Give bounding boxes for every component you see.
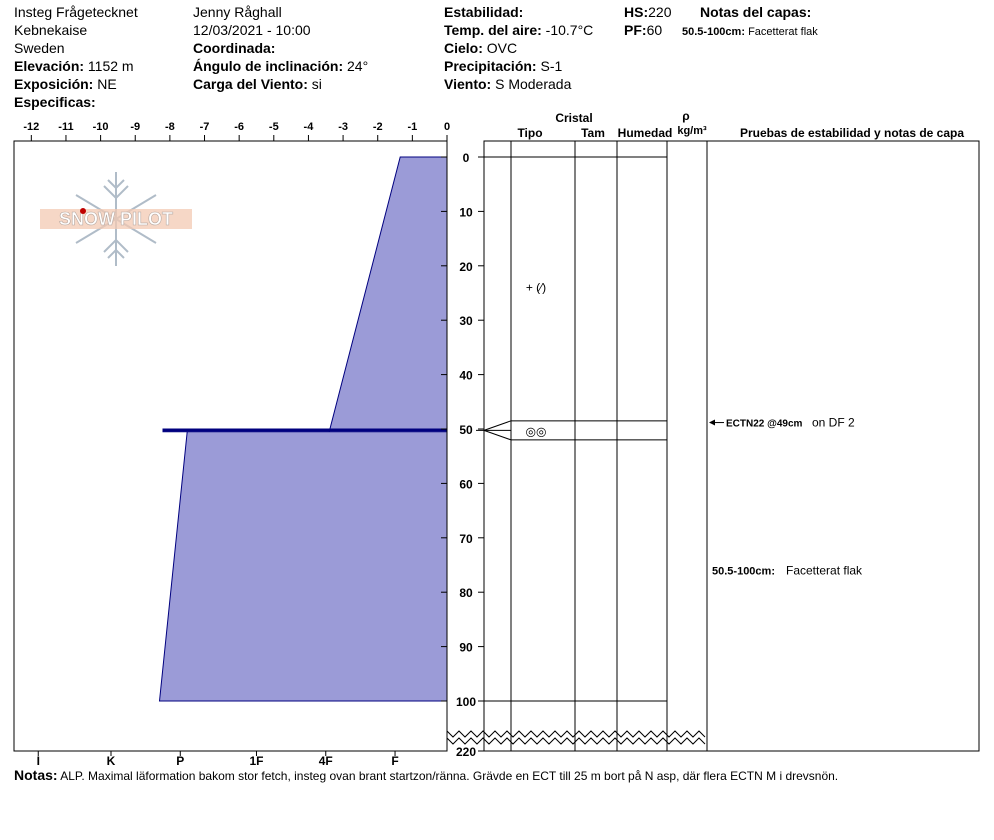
region-name: Kebnekaise [14, 22, 88, 38]
coordinates: Coordinada: [193, 40, 276, 56]
hardness-axis: I K P 1F 4F F [37, 751, 399, 768]
header-layer-notes: Notas del capas: [700, 3, 811, 21]
temperature-axis: -12 -11 -10 -9 -8 -7 -6 -5 -4 -3 -2 -1 0 [23, 121, 450, 141]
hardness-tick-label: 4F [319, 754, 333, 768]
depth-tick-label: 30 [459, 314, 473, 328]
country-name: Sweden [14, 40, 65, 56]
hardness-tick-label: I [37, 754, 40, 768]
temp-tick-label: -10 [93, 121, 109, 133]
layer-note-range: 50.5-100cm: [682, 26, 745, 38]
slope-angle: Ángulo de inclinación: 24° [193, 58, 369, 74]
header-hs: HS:220 PF:60 [624, 3, 671, 39]
layer-connector [483, 420, 512, 431]
air-temperature: Temp. del aire: -10.7°C [444, 22, 594, 38]
temp-tick-label: -1 [407, 121, 417, 133]
crystal-symbol: ◎◎ [526, 425, 547, 439]
temp-tick-label: -4 [304, 121, 315, 133]
break-zigzag [446, 737, 706, 745]
observer-name: Jenny Råghall [193, 4, 282, 20]
notes: Notas: ALP. Maximal läformation bakom st… [14, 767, 838, 783]
temp-tick-label: -8 [165, 121, 175, 133]
layer-connector [483, 429, 512, 441]
depth-axis: 0 10 20 30 40 50 60 70 80 90 100 220 [441, 151, 484, 759]
header-middle: Jenny Råghall 12/03/2021 - 10:00 Coordin… [193, 3, 368, 93]
depth-tick-label: 40 [459, 369, 473, 383]
test-arrow-head [709, 419, 715, 426]
snow-height: HS:220 [624, 4, 672, 20]
col-moisture: Humedad [618, 126, 673, 140]
col-crystal: Cristal [555, 111, 592, 125]
break-zigzag [446, 730, 706, 738]
temp-tick-label: 0 [444, 121, 450, 133]
temp-tick-label: -3 [338, 121, 348, 133]
temp-tick-label: -6 [234, 121, 244, 133]
temp-tick-label: -5 [269, 121, 279, 133]
wind-load: Carga del Viento: si [193, 76, 322, 92]
notes-label: Notas: [14, 767, 58, 783]
sky: Cielo: OVC [444, 40, 518, 56]
aspect: Exposición: NE [14, 76, 117, 92]
column-headers: Cristal Tipo Tam Humedad ρ kg/m³ Pruebas… [517, 109, 964, 140]
logo-text: SNOW PILOT [59, 209, 173, 229]
observation-datetime: 12/03/2021 - 10:00 [193, 22, 311, 38]
table-frame [483, 140, 980, 752]
crystal-symbol: + (⁄) [526, 281, 546, 295]
hardness-profile-layer [158, 156, 448, 702]
header-left: Insteg Frågetecknet Kebnekaise Sweden El… [14, 3, 138, 111]
depth-tick-label: 100 [456, 695, 476, 709]
hardness-tick-label: K [107, 754, 116, 768]
wind: Viento: S Moderada [444, 76, 572, 92]
temp-tick-label: -2 [373, 121, 383, 133]
depth-tick-label: 60 [459, 477, 473, 491]
header-weather: Estabilidad: Temp. del aire: -10.7°C Cie… [444, 3, 593, 93]
hardness-tick-label: P [176, 754, 184, 768]
temp-tick-label: -11 [58, 121, 73, 133]
depth-tick-label: 90 [459, 641, 473, 655]
test-result-note: on DF 2 [812, 416, 855, 430]
location-name: Insteg Frågetecknet [14, 4, 138, 20]
depth-tick-label: 0 [463, 151, 470, 165]
crystal-table: + (⁄) ◎◎ ECTN22 @49cm on DF 2 50.5-100cm: Fac… [446, 140, 980, 752]
layer-note-text: Facetterat flak [786, 563, 863, 577]
test-result: ECTN22 @49cm [726, 419, 803, 430]
col-type: Tipo [517, 126, 542, 140]
layer-note-range: 50.5-100cm: [712, 565, 775, 577]
depth-tick-label: 50 [459, 423, 473, 437]
elevation: Elevación: 1152 m [14, 58, 134, 74]
depth-tick-label: 220 [456, 745, 476, 759]
col-rho: ρ [682, 109, 689, 123]
col-density-unit: kg/m³ [677, 125, 707, 137]
hardness-tick-label: F [391, 754, 398, 768]
temp-tick-label: -12 [23, 121, 39, 133]
stability: Estabilidad: [444, 4, 524, 20]
chart-frames [13, 140, 448, 752]
logo-dot [80, 208, 86, 214]
precipitation: Precipitación: S-1 [444, 58, 563, 74]
hardness-tick-label: 1F [249, 754, 263, 768]
notes-text: ALP. Maximal läformation bakom stor fetc… [60, 769, 839, 783]
temp-tick-label: -7 [200, 121, 210, 133]
depth-tick-label: 20 [459, 260, 473, 274]
snowpilot-logo: SNOW PILOT [40, 172, 192, 266]
logo-banner [40, 209, 192, 229]
depth-tick-label: 70 [459, 532, 473, 546]
layer-note-text: Facetterat flak [748, 26, 818, 38]
penetration-foot: PF:60 [624, 22, 663, 38]
specifics: Especificas: [14, 94, 96, 110]
col-size: Tam [581, 126, 605, 140]
hardness-area [158, 156, 448, 702]
col-stability-tests: Pruebas de estabilidad y notas de capa [740, 126, 964, 140]
header-layer-note: 50.5-100cm: Facetterat flak [682, 23, 818, 41]
temp-tick-label: -9 [130, 121, 140, 133]
layer-notes-title: Notas del capas: [700, 4, 812, 20]
profile-frame [13, 140, 448, 752]
depth-tick-label: 10 [459, 205, 473, 219]
depth-tick-label: 80 [459, 586, 473, 600]
